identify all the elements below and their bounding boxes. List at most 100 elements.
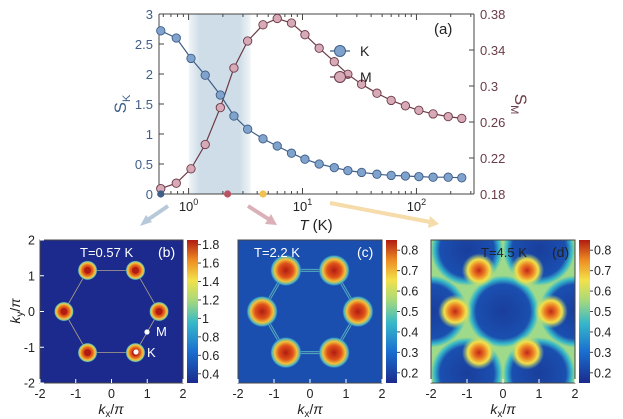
series-k-point xyxy=(372,169,382,179)
right-y-tick-label: 0.18 xyxy=(480,187,505,202)
y-tick-label: -1 xyxy=(24,341,35,355)
series-m-point xyxy=(329,57,339,67)
k-spot xyxy=(318,336,351,369)
series-k-point xyxy=(314,159,324,169)
series-k-line xyxy=(160,30,462,179)
k-point-label: K xyxy=(147,345,156,360)
panel-c-tag: (c) xyxy=(357,244,373,260)
k-spot-core xyxy=(131,266,139,274)
panel-c-heatmap: T=2.2 K (c) -2 -1 0 1 2 0.80.70.60.50.40.30.… xyxy=(232,239,418,401)
panel-d-temperature: T=4.5 K xyxy=(481,245,527,260)
colorbar-tick-label: 0.8 xyxy=(594,244,611,258)
right-y-tick-label: 0.26 xyxy=(480,115,505,130)
series-k-point xyxy=(343,165,353,176)
colorbar-tick-label: 1.4 xyxy=(202,275,219,289)
left-y-tick-label: 2.5 xyxy=(135,37,153,52)
k-spot xyxy=(246,295,279,328)
series-k-point xyxy=(200,70,210,80)
colorbar-tick-label: 0.4 xyxy=(202,367,219,381)
x-tick-label: 2 xyxy=(379,387,386,401)
colorbar-tick-label: 0.7 xyxy=(594,264,611,278)
right-y-tick-label: 0.34 xyxy=(480,43,505,58)
series-m-point xyxy=(457,113,467,124)
panel-d-xlabel: kx/π xyxy=(490,401,516,419)
arrow-head-d xyxy=(428,216,439,228)
colorbar-tick-label: 0.2 xyxy=(401,366,418,380)
series-k-point xyxy=(272,141,282,151)
series-m-point xyxy=(286,18,297,28)
k-point-spots xyxy=(438,253,568,370)
right-y-tick-label: 0.38 xyxy=(480,7,505,22)
k-spot xyxy=(269,254,302,287)
series-k-point xyxy=(400,171,411,181)
x-tick-label: 2 xyxy=(180,387,187,401)
series-m-point xyxy=(200,139,210,150)
x-tick-label: -1 xyxy=(461,387,472,401)
panel-d-ticks: -2 -1 0 1 2 xyxy=(425,379,579,401)
series-k-point xyxy=(386,170,396,181)
temperature-marker xyxy=(157,190,165,198)
arrow-to-panel-c xyxy=(246,204,272,222)
arrow-to-panel-d xyxy=(329,201,431,224)
k-spot-core xyxy=(84,349,92,357)
series-m-point xyxy=(171,178,181,188)
series-k-point xyxy=(171,33,181,43)
series-m-point xyxy=(414,105,424,115)
colorbar-tick-label: 0.3 xyxy=(594,346,611,360)
series-m-point xyxy=(272,13,282,24)
colorbar-tick-label: 0.4 xyxy=(401,325,418,339)
x-tick-label: 102 xyxy=(407,197,426,214)
series-k-point xyxy=(356,167,367,178)
panel-c-temperature: T=2.2 K xyxy=(254,245,300,260)
x-tick-label: 100 xyxy=(179,197,198,214)
legend-m-label: M xyxy=(360,69,372,85)
x-tick-label: -2 xyxy=(425,387,436,401)
x-minor-ticks xyxy=(162,14,472,194)
left-y-tick-label: 1 xyxy=(146,127,153,142)
panel-c-ticks: -2 -1 0 1 2 xyxy=(232,379,386,401)
series-k-point xyxy=(443,172,453,182)
series-m-point xyxy=(443,111,453,122)
panel-b-ylabel: ky/π xyxy=(7,298,26,324)
k-spot xyxy=(510,253,545,288)
colorbar-tick-label: 0.8 xyxy=(202,330,219,344)
k-spot xyxy=(318,254,351,287)
right-y-ticks: 0.18 0.22 0.26 0.3 0.34 0.38 xyxy=(469,7,505,202)
arrow-head-b xyxy=(140,215,152,226)
series-k-point xyxy=(428,172,438,182)
x-tick-label: 1 xyxy=(343,387,350,401)
panel-a-ylabel-left: SK xyxy=(111,94,133,113)
k-spot xyxy=(461,335,496,370)
series-k-point xyxy=(414,171,424,182)
panel-c-colorbar-ticks: 0.8 0.7 0.6 0.5 0.4 0.3 0.2 xyxy=(397,244,418,380)
right-y-tick-label: 0.3 xyxy=(480,79,498,94)
series-m-point xyxy=(400,101,411,111)
left-y-ticks: 0 0.5 1 1.5 2 2.5 3 xyxy=(135,7,164,202)
left-y-tick-label: 0 xyxy=(146,187,153,202)
colorbar-tick-label: 0.2 xyxy=(594,366,611,380)
m-point-marker xyxy=(144,329,150,335)
left-y-tick-label: 3 xyxy=(146,7,153,22)
series-m-point xyxy=(386,95,396,106)
k-spot xyxy=(510,335,545,370)
x-tick-label: 0 xyxy=(307,387,314,401)
series-m-point xyxy=(356,79,367,89)
colorbar-tick-label: 0.4 xyxy=(594,325,611,339)
k-spot xyxy=(269,336,302,369)
m-point-label: M xyxy=(156,324,167,339)
series-m xyxy=(156,13,467,194)
series-k-point xyxy=(156,26,166,36)
x-tick-label: 0 xyxy=(108,387,115,401)
y-tick-label: 0 xyxy=(28,305,35,319)
legend-k-label: K xyxy=(360,43,370,59)
k-point-spots xyxy=(246,254,374,369)
colorbar-tick-label: 0.8 xyxy=(401,244,418,258)
series-k xyxy=(156,26,467,183)
panel-d-heatmap: T=4.5 K (d) -2 -1 0 1 2 0.80.70.60.50.40.30.… xyxy=(425,239,611,401)
legend-k-marker xyxy=(334,45,346,57)
panel-b-ticks: -2 -1 0 1 2 2 1 0 -1 -2 xyxy=(24,234,187,402)
colorbar-tick-label: 0.3 xyxy=(401,346,418,360)
arrow-head-c xyxy=(265,214,277,225)
left-y-tick-label: 0.5 xyxy=(135,157,153,172)
